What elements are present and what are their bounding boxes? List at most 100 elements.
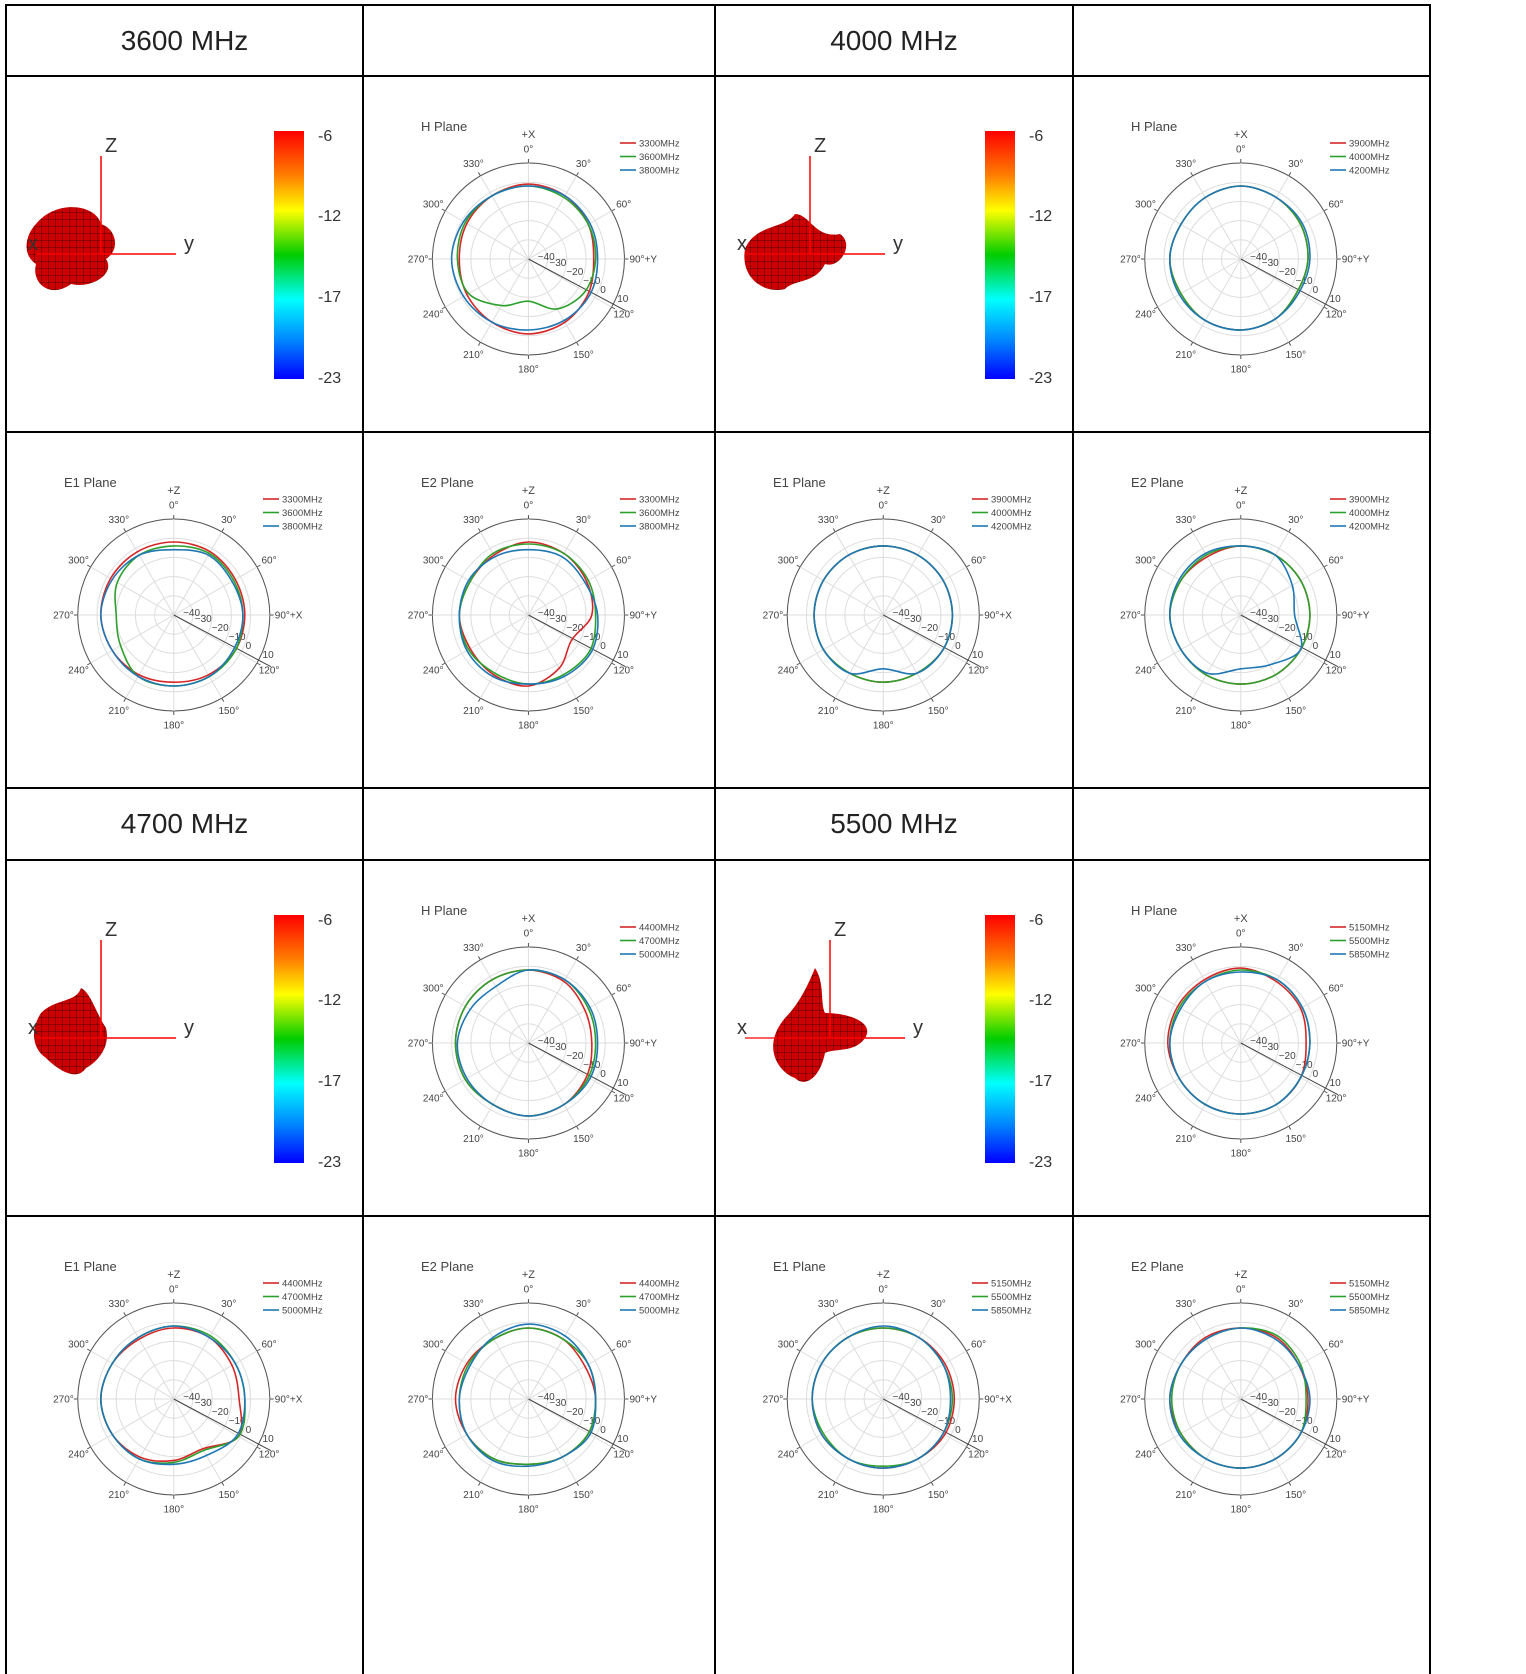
polar-grid-spoke	[480, 1398, 529, 1483]
chart-title: E1 Plane	[773, 1259, 826, 1274]
frequency-header: 4700 MHz	[120, 808, 249, 839]
legend-label: 5500MHz	[991, 1292, 1032, 1303]
polar-grid-spoke	[445, 258, 529, 308]
polar-grid-spoke	[480, 175, 529, 260]
polar-grid-spoke	[1192, 258, 1242, 343]
polar-chart: −40 −30 −20 −10 0 10 0° 30° 60° 90°+Y 120° 150° 180°…	[1073, 1216, 1430, 1671]
legend-label: 4200MHz	[991, 522, 1032, 533]
radial-tick-label: −30	[1262, 1398, 1279, 1409]
radial-tick-label: −30	[1262, 614, 1279, 625]
frequency-header: 5500 MHz	[830, 808, 958, 839]
table-border	[714, 4, 716, 1674]
polar-grid-spoke	[834, 1315, 884, 1400]
series-line	[1168, 1327, 1311, 1469]
polar-grid-spoke	[528, 258, 577, 343]
polar-grid-spoke	[1240, 531, 1290, 616]
colorbar-tick: -12	[1029, 992, 1052, 1009]
radial-tick-label: 0	[1313, 285, 1319, 296]
colorbar-tick: -23	[1029, 370, 1052, 387]
radial-tick-label: −40	[893, 1392, 910, 1403]
series-line	[1168, 971, 1311, 1115]
angle-tick-label: 180°	[518, 721, 539, 732]
polar-grid-spoke	[445, 1042, 529, 1092]
radial-tick-label: 10	[1330, 1434, 1342, 1445]
angle-tick-label: 240°	[423, 666, 444, 677]
angle-tick-label: 240°	[423, 310, 444, 321]
polar-grid-spoke	[1157, 994, 1242, 1044]
colorbar	[274, 131, 304, 379]
radial-tick-label: 0	[246, 641, 252, 652]
angle-tick-label: 90°+X	[984, 611, 1012, 622]
polar-chart-svg: −40−30−20−100100°30°60°90°+Y120°150°180°…	[408, 119, 680, 376]
chart-title: H Plane	[421, 903, 467, 918]
polar-grid-spoke	[1157, 258, 1242, 308]
angle-tick-label: 90°+Y	[629, 1395, 657, 1406]
angle-tick-label: 120°	[613, 1450, 634, 1461]
radial-tick-label: 10	[972, 650, 984, 661]
angle-tick-label: 300°	[1135, 984, 1156, 995]
series-line	[813, 545, 954, 675]
angle-tick-label: 330°	[818, 1299, 839, 1310]
legend-label: 5500MHz	[1349, 1292, 1390, 1303]
angle-tick-label: 90°+Y	[1342, 255, 1370, 266]
angle-tick-label: 240°	[1135, 666, 1156, 677]
series-line	[1168, 545, 1311, 685]
angle-tick-label: 240°	[778, 666, 799, 677]
radial-tick-label: 0	[1313, 1069, 1319, 1080]
polar-grid-spoke	[528, 1350, 612, 1400]
colorbar-tick: -17	[1029, 289, 1052, 306]
pattern-3d-svg: Zx y -6 -12 -17 -23	[737, 912, 1052, 1171]
radial-tick-label: 0	[600, 285, 606, 296]
polar-grid-spoke	[882, 531, 932, 616]
angle-tick-label: 150°	[573, 1134, 594, 1145]
polar-grid-spoke	[882, 1398, 932, 1483]
radial-tick-label: 0	[600, 1425, 606, 1436]
radial-tick-label: 10	[617, 294, 629, 305]
legend-label: 3600MHz	[282, 508, 323, 519]
angle-tick-label: 300°	[1135, 1340, 1156, 1351]
colorbar-tick: -6	[1029, 912, 1043, 929]
angle-tick-label: 240°	[1135, 310, 1156, 321]
angle-tick-label: 120°	[259, 1450, 280, 1461]
chart-title: E1 Plane	[64, 1259, 117, 1274]
angle-tick-label: 300°	[68, 556, 89, 567]
angle-tick-label: 180°	[1230, 1505, 1251, 1516]
radial-tick-label: −20	[1279, 623, 1296, 634]
radial-tick-label: −20	[921, 623, 938, 634]
angle-tick-label: 0°	[524, 1285, 534, 1296]
series-line	[458, 1323, 597, 1468]
polar-grid-spoke	[90, 566, 175, 616]
angle-tick-label: 270°	[1120, 611, 1141, 622]
angle-tick-label: 240°	[1135, 1094, 1156, 1105]
legend-label: 4700MHz	[639, 936, 680, 947]
legend-label: 5000MHz	[639, 950, 680, 961]
legend-label: 3800MHz	[282, 522, 323, 533]
radial-tick-label: −40	[1250, 608, 1267, 619]
radial-tick-label: −30	[549, 1042, 566, 1053]
polar-grid-spoke	[834, 614, 884, 699]
angle-tick-label: 60°	[616, 556, 631, 567]
chart-title: E2 Plane	[1131, 1259, 1184, 1274]
polar-grid-spoke	[883, 1398, 967, 1448]
polar-grid-spoke	[480, 614, 529, 699]
angle-tick-label: 120°	[968, 1450, 989, 1461]
angle-tick-label: 60°	[1328, 200, 1343, 211]
angle-tick-label: 150°	[1285, 706, 1306, 717]
radial-tick-label: −40	[538, 1036, 555, 1047]
angle-tick-label: 90°+Y	[629, 255, 657, 266]
radial-tick-label: −20	[1279, 1051, 1296, 1062]
legend-label: 4200MHz	[1349, 166, 1390, 177]
direction-label: +Z	[522, 485, 535, 497]
legend-label: 3600MHz	[639, 152, 680, 163]
angle-tick-label: 120°	[1326, 1094, 1347, 1105]
polar-grid-spoke	[1157, 210, 1242, 260]
angle-tick-label: 330°	[1175, 159, 1196, 170]
colorbar	[274, 915, 304, 1163]
radial-tick-label: −30	[904, 1398, 921, 1409]
radial-tick-label: 0	[600, 1069, 606, 1080]
x-axis-label: x	[28, 1017, 38, 1039]
polar-grid-spoke	[1192, 614, 1242, 699]
radial-tick-label: −10	[1296, 632, 1313, 643]
legend-label: 3600MHz	[639, 508, 680, 519]
